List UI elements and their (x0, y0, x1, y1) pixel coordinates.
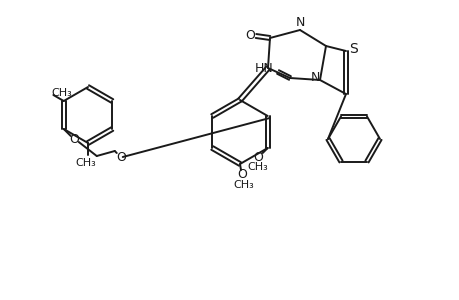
Text: O: O (236, 169, 246, 182)
Text: O: O (69, 133, 78, 146)
Text: N: N (295, 16, 304, 28)
Text: CH₃: CH₃ (247, 162, 268, 172)
Text: S: S (349, 42, 358, 56)
Text: CH₃: CH₃ (75, 158, 96, 168)
Text: O: O (245, 28, 254, 41)
Text: N: N (310, 70, 319, 83)
Text: O: O (116, 151, 125, 164)
Text: CH₃: CH₃ (233, 180, 254, 190)
Text: CH₃: CH₃ (51, 88, 72, 98)
Text: HN: HN (254, 61, 273, 74)
Text: O: O (252, 151, 262, 164)
